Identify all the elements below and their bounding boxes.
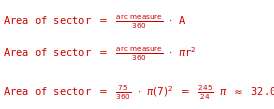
Text: Area of sector $=$ $\frac{75}{360}$ $\cdot$ $\pi(7)^{2}$ $=$ $\frac{245}{24}$ $\: Area of sector $=$ $\frac{75}{360}$ $\cd… xyxy=(3,84,274,102)
Text: Area of sector $=$ $\frac{\mathrm{arc\ measure}}{360}$ $\cdot$ A: Area of sector $=$ $\frac{\mathrm{arc\ m… xyxy=(3,13,186,31)
Text: Area of sector $=$ $\frac{\mathrm{arc\ measure}}{360}$ $\cdot$ $\pi$r$^{2}$: Area of sector $=$ $\frac{\mathrm{arc\ m… xyxy=(3,46,196,63)
